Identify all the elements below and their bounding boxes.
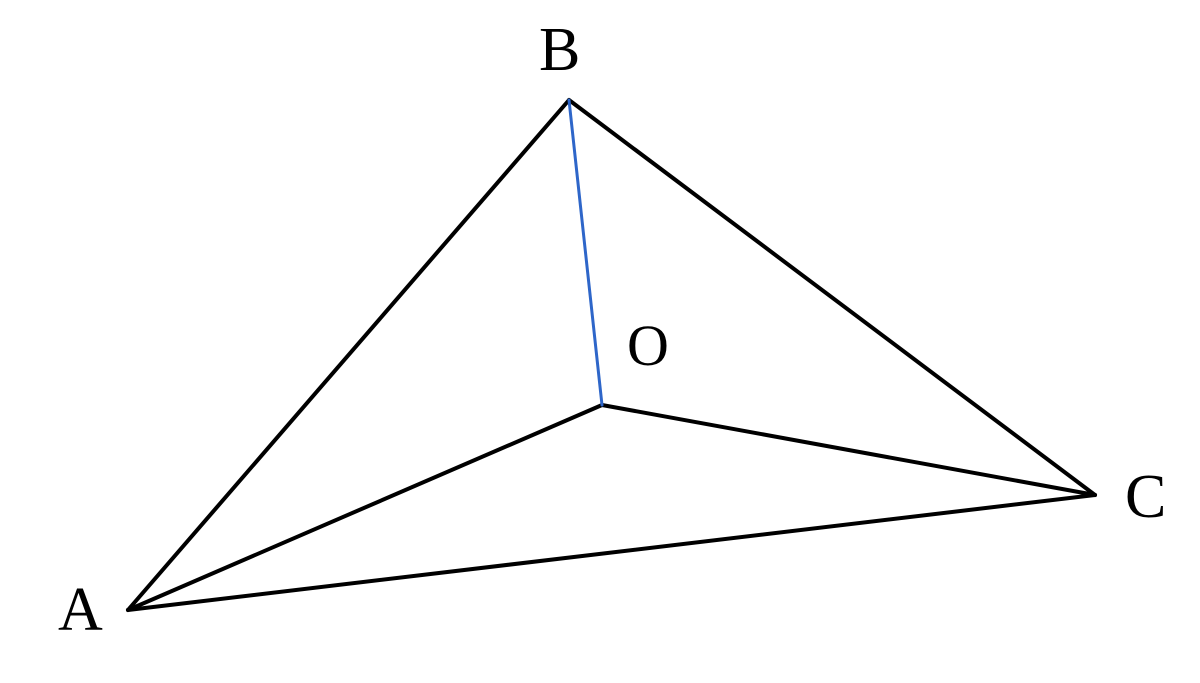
label-C: C xyxy=(1125,463,1166,531)
edge-A-B xyxy=(128,100,569,610)
edge-O-C xyxy=(602,405,1095,495)
label-A: A xyxy=(58,576,103,644)
edge-B-C xyxy=(569,100,1095,495)
edge-C-A xyxy=(128,495,1095,610)
label-O: O xyxy=(627,313,669,378)
triangle-diagram: A B C O xyxy=(0,0,1200,683)
edge-O-A xyxy=(128,405,602,610)
label-B: B xyxy=(539,16,580,84)
edge-O-B xyxy=(569,100,602,405)
